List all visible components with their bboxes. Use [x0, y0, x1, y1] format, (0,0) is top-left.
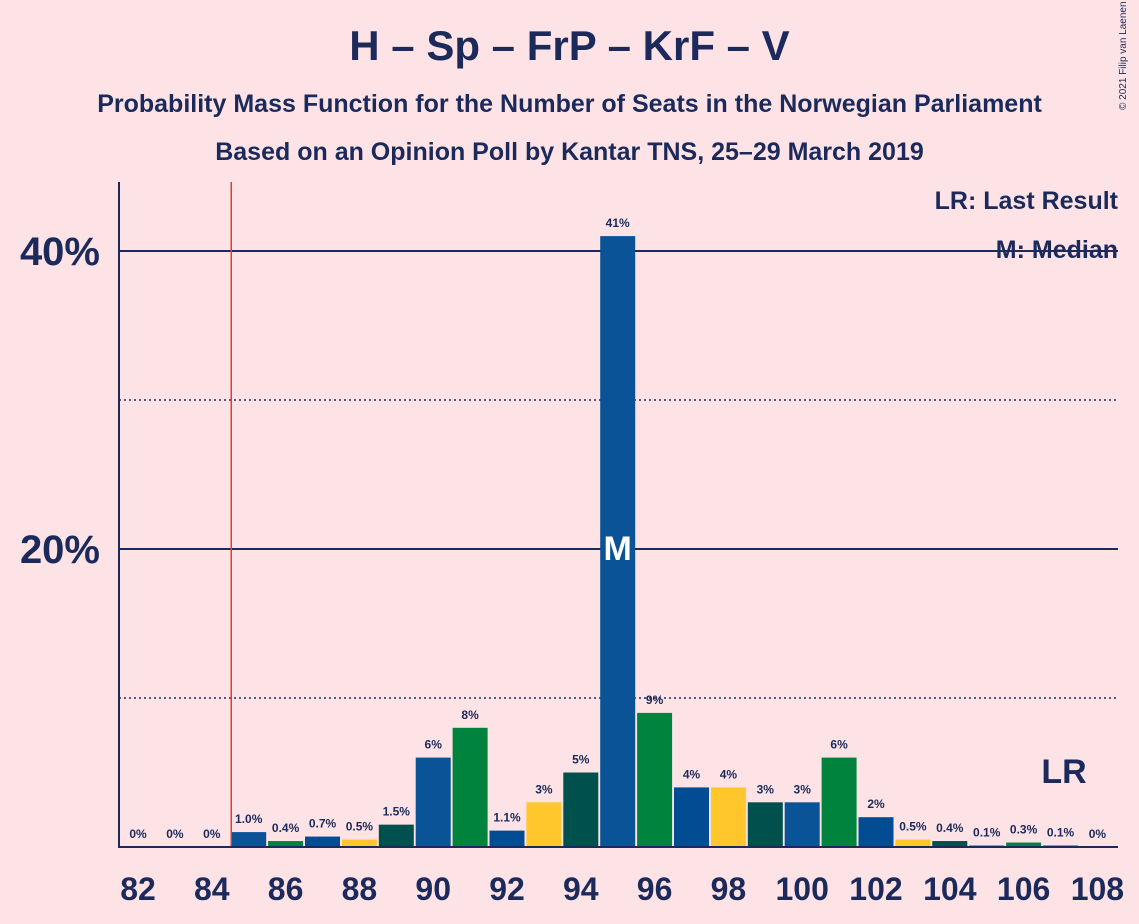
y-tick-label: 40%: [20, 230, 100, 274]
bar-value-label: 0%: [1089, 827, 1107, 841]
bar-value-label: 2%: [867, 797, 885, 811]
chart-title: H – Sp – FrP – KrF – V: [349, 22, 790, 69]
median-marker: M: [604, 530, 632, 568]
x-tick-label: 86: [268, 871, 304, 907]
bar-value-label: 8%: [461, 708, 479, 722]
bar-value-label: 4%: [683, 767, 701, 781]
bar-value-label: 0.1%: [973, 826, 1001, 840]
bar-value-label: 4%: [720, 767, 738, 781]
x-tick-label: 88: [342, 871, 378, 907]
bar: [305, 836, 340, 847]
bar-value-label: 41%: [606, 216, 630, 230]
bar: [821, 757, 857, 847]
bar-value-label: 0%: [129, 827, 147, 841]
bar-value-label: 0.5%: [346, 820, 374, 834]
bar: [895, 839, 931, 847]
bar: [637, 712, 673, 847]
bar: [268, 841, 304, 847]
bar-value-label: 6%: [425, 738, 443, 752]
bar-value-label: 0%: [203, 827, 221, 841]
bar-value-label: 1.0%: [235, 812, 263, 826]
bar: [415, 757, 451, 847]
bar: [452, 727, 488, 847]
bar-value-label: 5%: [572, 753, 590, 767]
last-result-marker: LR: [1041, 753, 1086, 791]
bar: [600, 236, 636, 848]
bar-value-label: 0%: [166, 827, 184, 841]
x-tick-label: 98: [711, 871, 747, 907]
x-tick-label: 90: [415, 871, 451, 907]
chart-source-subtitle: Based on an Opinion Poll by Kantar TNS, …: [215, 138, 924, 166]
bar-value-label: 0.3%: [1010, 823, 1038, 837]
bar: [378, 824, 414, 847]
bar: [341, 839, 377, 847]
legend-last-result: LR: Last Result: [935, 187, 1119, 215]
bar: [932, 841, 968, 847]
x-tick-label: 108: [1071, 871, 1124, 907]
bar-value-label: 0.4%: [936, 821, 964, 835]
x-tick-label: 102: [849, 871, 902, 907]
bar-value-label: 0.7%: [309, 817, 337, 831]
bar-value-label: 1.5%: [383, 805, 411, 819]
legend-median: M: Median: [996, 236, 1118, 264]
bar-value-label: 3%: [757, 782, 775, 796]
bar-value-label: 3%: [794, 782, 812, 796]
bar: [563, 772, 599, 847]
chart-subtitle: Probability Mass Function for the Number…: [97, 90, 1042, 118]
x-tick-label: 106: [997, 871, 1050, 907]
bar: [1006, 842, 1042, 847]
bar: [674, 787, 709, 847]
x-tick-label: 96: [637, 871, 673, 907]
y-tick-label: 20%: [20, 528, 100, 572]
x-tick-label: 94: [563, 871, 599, 907]
bar: [858, 817, 894, 847]
x-tick-label: 92: [489, 871, 525, 907]
bar-value-label: 1.1%: [493, 811, 521, 825]
bar-value-label: 6%: [830, 738, 848, 752]
x-tick-label: 82: [120, 871, 156, 907]
axes: 20% 40% 82 84 86 88 90 92 94 96 98 100 102 104 106 108: [20, 182, 1124, 907]
bar-value-label: 0.1%: [1047, 826, 1075, 840]
bar: [784, 802, 820, 847]
bar-value-label: 9%: [646, 693, 664, 707]
x-tick-label: 100: [776, 871, 829, 907]
bar-value-label: 3%: [535, 782, 553, 796]
bar: [489, 830, 525, 847]
bar: [231, 832, 267, 847]
bar: [526, 802, 562, 847]
bar-value-label: 0.5%: [899, 820, 927, 834]
x-tick-label: 84: [194, 871, 230, 907]
x-tick-label: 104: [923, 871, 977, 907]
bars: 0% 0% 0% 1.0% 0.4% 0.7% 0.5% 1.5% 6% 8% 1.1% 3% 5% 41…: [129, 182, 1107, 848]
bar-value-label: 0.4%: [272, 821, 300, 835]
bar: [747, 802, 783, 847]
bar: [710, 787, 746, 847]
